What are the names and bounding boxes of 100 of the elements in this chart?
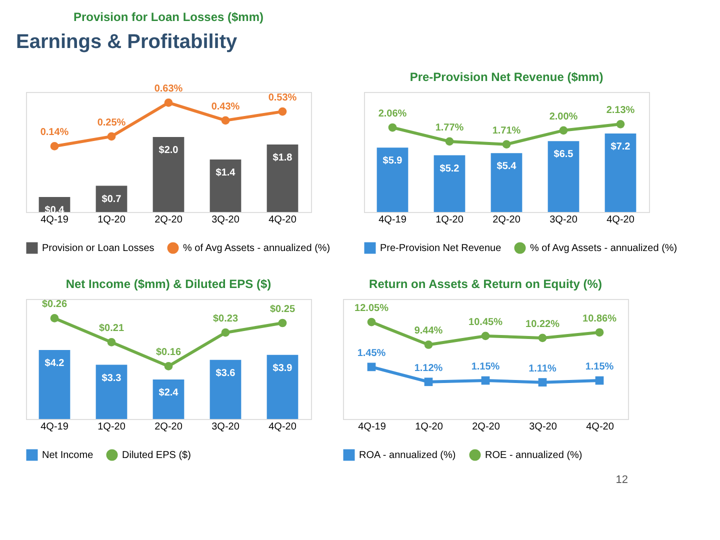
bar: [38, 350, 70, 419]
data-label: 0.25%: [97, 117, 126, 128]
x-tick-label: 1Q-20: [98, 214, 126, 226]
bar: [490, 153, 522, 212]
point: [221, 116, 230, 125]
bar: [152, 380, 184, 419]
point: [50, 314, 59, 322]
point: [164, 362, 173, 370]
data-label: 12.05%: [354, 303, 389, 314]
bar: [210, 160, 242, 212]
text: Earnings & Profitability: [16, 31, 238, 53]
point: [502, 140, 511, 148]
bar: [604, 133, 636, 212]
x-tick-label: 4Q-20: [606, 214, 635, 226]
data-label: $3.9: [272, 362, 293, 374]
bar: [548, 141, 580, 212]
legend-label: Pre-Provision Net Revenue: [380, 243, 502, 254]
chart-title: Pre-Provision Net Revenue ($mm): [410, 70, 604, 84]
data-label: $1.4: [216, 168, 236, 178]
legend-label: % of Avg Assets - annualized (%): [183, 243, 330, 254]
x-tick-label: 2Q-20: [154, 422, 183, 432]
data-label: $0.16: [156, 347, 182, 358]
point: [278, 318, 287, 328]
data-label: $5.2: [440, 163, 460, 174]
chart-title: Return on Assets & Return on Equity (%): [369, 277, 602, 291]
point: [538, 378, 547, 387]
data-label: $2.0: [158, 145, 179, 156]
data-label: 0.53%: [268, 92, 297, 104]
point: [367, 362, 376, 372]
point: [481, 376, 490, 385]
bar: [152, 137, 184, 212]
data-label: 1.15%: [585, 362, 614, 373]
x-tick-label: 4Q-19: [358, 422, 386, 432]
legend-label: % of Avg Assets - annualized (%): [530, 243, 678, 254]
x-tick-label: 4Q-20: [586, 422, 614, 432]
x-tick-label: 3Q-20: [212, 214, 240, 226]
point: [616, 120, 625, 128]
data-label: 2.06%: [378, 108, 407, 120]
x-tick-label: 4Q-19: [378, 214, 407, 226]
data-label: 2.13%: [606, 105, 635, 116]
data-label: 1.11%: [528, 363, 557, 374]
data-label: $0.26: [42, 299, 68, 310]
x-tick-label: 1Q-20: [98, 422, 126, 432]
bar: [376, 148, 408, 212]
point: [559, 126, 568, 135]
point: [50, 142, 59, 150]
data-label: $4.2: [44, 358, 65, 369]
legend-label: Diluted EPS ($): [122, 450, 191, 461]
point: [388, 123, 397, 132]
data-label: $3.3: [102, 372, 122, 384]
point: [424, 340, 433, 349]
x-tick-label: 2Q-20: [492, 214, 521, 226]
x-tick-label: 3Q-20: [529, 422, 558, 432]
x-tick-label: 2Q-20: [472, 422, 500, 432]
data-label: $0.21: [98, 323, 124, 334]
data-label: $5.4: [496, 161, 517, 172]
data-label: $1.8: [272, 152, 293, 164]
point: [107, 132, 116, 141]
data-label: $0.7: [102, 194, 122, 205]
data-label: $0.25: [270, 304, 296, 315]
data-label: 1.45%: [357, 348, 386, 359]
point: [221, 328, 230, 337]
data-label: $2.4: [158, 388, 179, 399]
bar: [266, 144, 298, 212]
bar: [210, 360, 242, 419]
x-tick-label: 3Q-20: [550, 214, 578, 226]
data-label: $3.6: [216, 368, 236, 379]
data-label: 0.63%: [154, 84, 183, 95]
legend-label: ROE - annualized (%): [485, 450, 582, 461]
data-label: $0.23: [212, 314, 238, 325]
point: [424, 378, 433, 386]
data-label: 1.12%: [414, 362, 443, 374]
x-tick-label: 1Q-20: [436, 214, 464, 226]
data-label: 9.44%: [414, 326, 443, 337]
bar: [266, 354, 298, 419]
bar: [96, 364, 128, 419]
legend-label: Provision or Loan Losses: [42, 243, 154, 254]
point: [595, 328, 604, 337]
data-label: 1.15%: [471, 362, 500, 373]
data-label: 2.00%: [549, 111, 578, 122]
point: [107, 338, 116, 346]
data-label: 10.86%: [582, 313, 617, 324]
point: [538, 334, 547, 342]
point: [367, 318, 376, 326]
legend-label: Net Income: [42, 450, 94, 461]
chart-title: Provision for Loan Losses ($mm): [73, 10, 264, 24]
point: [445, 137, 454, 146]
x-tick-label: 1Q-20: [415, 422, 444, 432]
point: [595, 376, 604, 385]
point: [278, 107, 287, 116]
data-label: 10.22%: [526, 318, 560, 330]
point: [164, 98, 173, 107]
chart-title: Net Income ($mm) & Diluted EPS ($): [66, 277, 272, 291]
data-label: $6.5: [554, 149, 574, 160]
data-label: 0.14%: [40, 127, 69, 138]
data-label: 10.45%: [468, 316, 503, 328]
x-tick-label: 3Q-20: [212, 422, 240, 432]
legend-label: ROA - annualized (%): [359, 450, 456, 461]
x-tick-label: 2Q-20: [154, 214, 183, 226]
data-label: $5.9: [382, 156, 403, 167]
